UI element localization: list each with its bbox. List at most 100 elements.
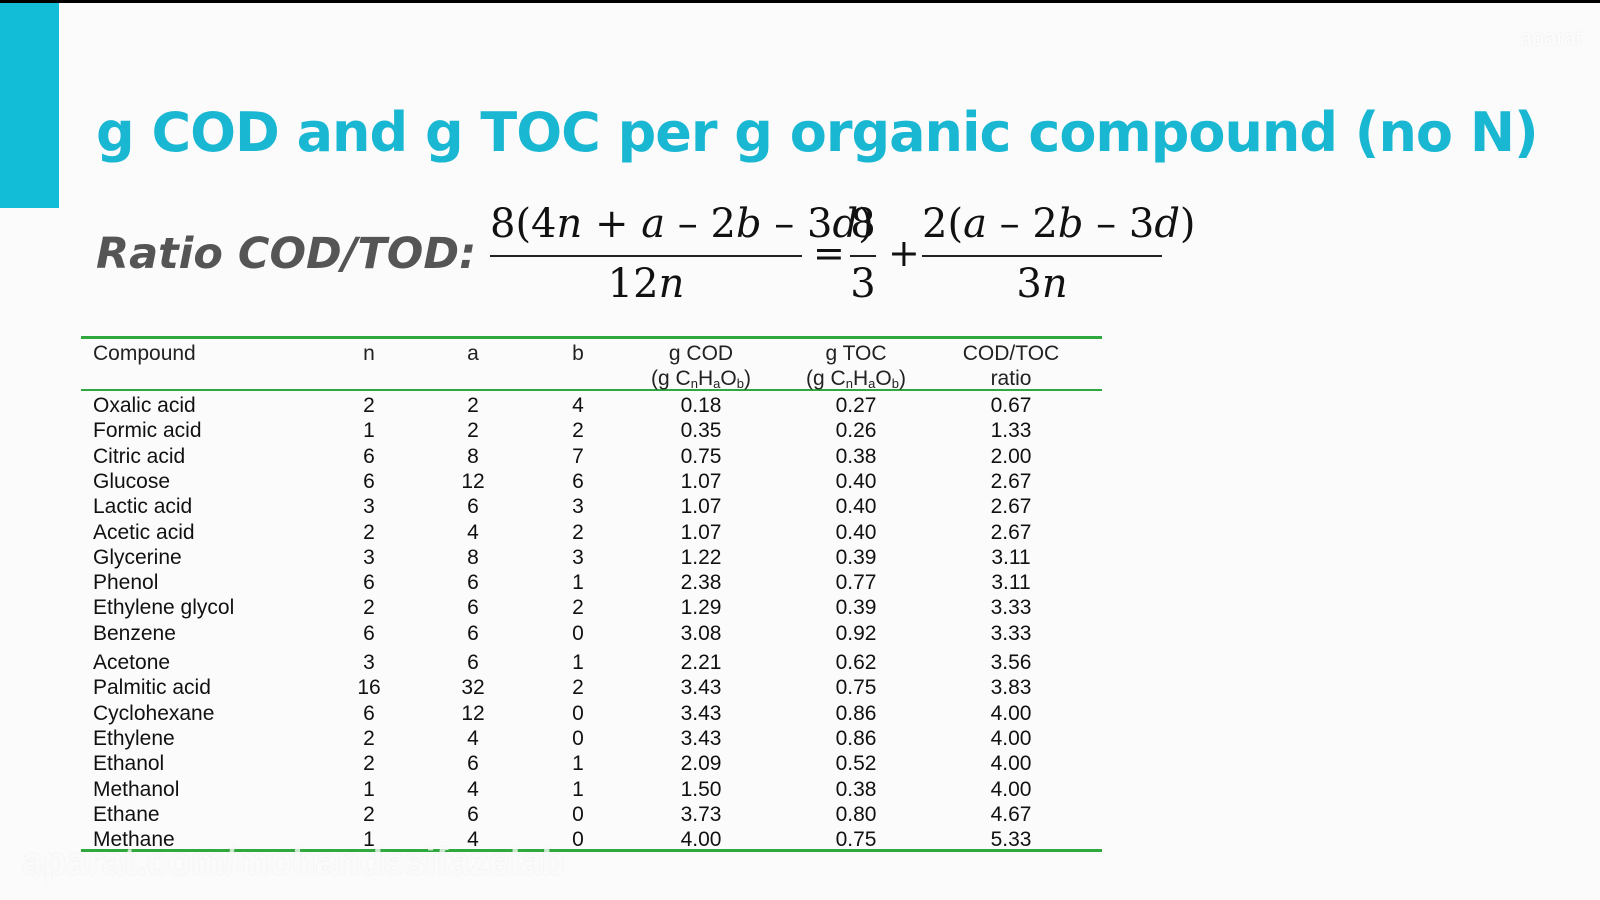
- cell-b: 1: [572, 571, 584, 595]
- cell-compound: Glycerine: [93, 545, 182, 569]
- header-g-cod-line1: g COD: [668, 342, 734, 365]
- cell-g-cod: 0.75: [680, 444, 722, 468]
- cell-a: 8: [467, 545, 479, 569]
- cell-g-cod: 1.50: [680, 777, 722, 801]
- cell-g-toc: 0.40: [835, 520, 877, 544]
- cell-g-toc: 0.75: [835, 828, 877, 852]
- cell-compound: Cyclohexane: [93, 701, 215, 725]
- cell-a: 6: [467, 752, 479, 776]
- table-row: Oxalic acid 2 2 4 0.18 0.27 0.67: [81, 393, 1102, 418]
- cell-a: 32: [461, 676, 485, 700]
- cell-a: 6: [467, 651, 479, 674]
- cell-compound: Glucose: [93, 469, 171, 493]
- header-b: b: [572, 342, 584, 365]
- cell-cod-toc-ratio: 3.11: [991, 545, 1031, 569]
- table-row: Citric acid 6 8 7 0.75 0.38 2.00: [81, 444, 1102, 469]
- table-header: Compound n a b g COD (g CnHaOb) g TOC (g…: [81, 339, 1102, 391]
- cell-g-toc: 0.26: [835, 419, 877, 443]
- cell-g-cod: 1.07: [680, 495, 722, 519]
- cell-n: 16: [357, 676, 381, 700]
- header-compound: Compound: [93, 342, 196, 365]
- header-g-cod: g COD (g CnHaOb): [631, 341, 771, 396]
- cell-compound: Lactic acid: [93, 495, 193, 519]
- cell-n: 6: [363, 444, 375, 468]
- cell-n: 2: [363, 726, 375, 750]
- cell-n: 1: [363, 828, 375, 852]
- cell-b: 0: [572, 726, 584, 750]
- cell-cod-toc-ratio: 4.00: [990, 701, 1032, 725]
- formula-numerator-1: 8(4n + a – 2b – 3d): [490, 201, 874, 247]
- cell-a: 8: [467, 444, 479, 468]
- cell-n: 6: [363, 469, 375, 493]
- cell-a: 6: [467, 596, 479, 620]
- cell-b: 3: [572, 495, 584, 519]
- cell-cod-toc-ratio: 4.00: [990, 752, 1032, 776]
- cell-n: 6: [363, 621, 375, 645]
- cell-g-toc: 0.77: [835, 571, 877, 595]
- header-ratio-line1: COD/TOC: [962, 342, 1060, 365]
- table-row: Ethane 2 6 0 3.73 0.80 4.67: [81, 802, 1102, 827]
- cell-g-cod: 4.00: [680, 828, 722, 852]
- cell-b: 0: [572, 621, 584, 645]
- cell-cod-toc-ratio: 5.33: [990, 828, 1032, 852]
- ratio-label: Ratio COD/TOD:: [96, 229, 477, 279]
- cell-g-toc: 0.62: [835, 651, 877, 674]
- cell-g-toc: 0.52: [835, 752, 877, 776]
- table-row: Glucose 6 12 6 1.07 0.40 2.67: [81, 469, 1102, 494]
- cell-a: 6: [467, 621, 479, 645]
- cell-n: 3: [363, 651, 375, 674]
- cell-cod-toc-ratio: 3.33: [990, 621, 1032, 645]
- cell-b: 6: [572, 469, 584, 493]
- cell-compound: Oxalic acid: [93, 394, 196, 417]
- cell-compound: Ethane: [93, 802, 160, 826]
- cell-b: 4: [572, 394, 584, 417]
- cell-g-cod: 2.09: [680, 752, 722, 776]
- cell-compound: Ethanol: [93, 752, 165, 776]
- cell-a: 2: [467, 419, 479, 443]
- table-row: Phenol 6 6 1 2.38 0.77 3.11: [81, 570, 1102, 595]
- cell-n: 2: [363, 802, 375, 826]
- cell-cod-toc-ratio: 2.67: [990, 520, 1032, 544]
- cell-a: 4: [467, 828, 479, 852]
- cell-b: 1: [572, 777, 584, 801]
- watermark-logo: aparat: [1519, 25, 1582, 50]
- formula-equals: =: [813, 231, 845, 275]
- cell-compound: Citric acid: [93, 444, 186, 468]
- formula-denominator-3: 3n: [1016, 261, 1068, 307]
- cell-a: 2: [467, 394, 479, 417]
- cell-b: 1: [572, 651, 584, 674]
- cell-b: 3: [572, 545, 584, 569]
- cell-a: 12: [461, 469, 485, 493]
- cell-b: 7: [572, 444, 584, 468]
- cell-g-cod: 1.22: [680, 545, 722, 569]
- slide-title: g COD and g TOC per g organic compound (…: [96, 101, 1539, 164]
- header-n: n: [363, 342, 375, 365]
- table-row: Lactic acid 3 6 3 1.07 0.40 2.67: [81, 494, 1102, 519]
- cell-g-cod: 0.35: [680, 419, 722, 443]
- table-row: Benzene 6 6 0 3.08 0.92 3.33: [81, 621, 1102, 646]
- cell-cod-toc-ratio: 4.67: [990, 802, 1032, 826]
- cell-compound: Benzene: [93, 621, 176, 645]
- formula-denominator-2: 3: [850, 261, 876, 307]
- cell-g-toc: 0.38: [835, 444, 877, 468]
- cell-g-cod: 2.38: [680, 571, 722, 595]
- cell-g-toc: 0.27: [835, 394, 877, 417]
- cell-a: 4: [467, 726, 479, 750]
- cell-cod-toc-ratio: 0.67: [990, 394, 1032, 417]
- cell-g-toc: 0.39: [835, 596, 877, 620]
- cell-g-cod: 1.07: [680, 469, 722, 493]
- header-g-toc-line2: (g CnHaOb): [806, 367, 906, 391]
- formula-plus: +: [888, 231, 920, 275]
- cell-n: 3: [363, 545, 375, 569]
- fraction-bar-1: [490, 255, 802, 257]
- cell-g-toc: 0.86: [835, 726, 877, 750]
- cell-b: 0: [572, 828, 584, 852]
- cell-g-toc: 0.86: [835, 701, 877, 725]
- table-body: Oxalic acid 2 2 4 0.18 0.27 0.67 Formic acid 1 2 2…: [81, 391, 1102, 852]
- cell-g-toc: 0.39: [835, 545, 877, 569]
- cell-b: 2: [572, 419, 584, 443]
- cell-g-cod: 0.18: [680, 394, 722, 417]
- cell-n: 1: [363, 777, 375, 801]
- compound-table: Compound n a b g COD (g CnHaOb) g TOC (g…: [81, 336, 1102, 852]
- cell-a: 4: [467, 777, 479, 801]
